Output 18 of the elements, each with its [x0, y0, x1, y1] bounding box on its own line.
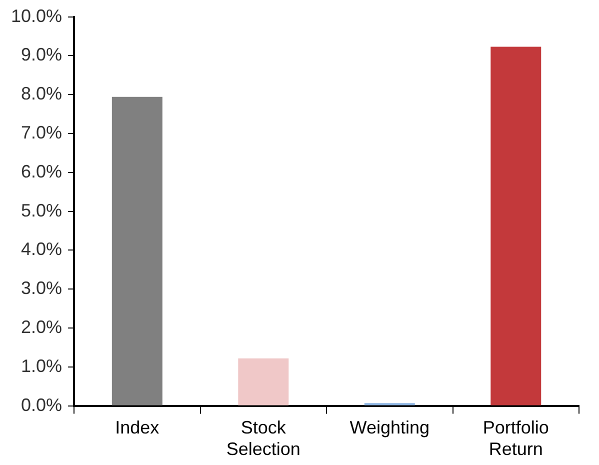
y-tick-label: 10.0%	[10, 6, 62, 26]
y-tick-label: 9.0%	[21, 44, 62, 65]
x-tick-label: Index	[115, 418, 160, 438]
y-tick-label: 0.0%	[21, 394, 62, 415]
y-tick-label: 7.0%	[21, 122, 62, 142]
y-tick-label: 4.0%	[21, 239, 62, 260]
y-tick-label: 2.0%	[21, 316, 62, 337]
y-tick-label: 5.0%	[21, 200, 62, 220]
x-tick-label: Stock Selection	[226, 418, 300, 460]
y-tick-label: 3.0%	[21, 278, 62, 298]
bar	[490, 46, 542, 406]
x-tick-label: Weighting	[350, 418, 430, 438]
y-tick-label: 6.0%	[21, 161, 62, 182]
bar	[112, 96, 162, 406]
x-tick-label: Portfolio Return	[482, 418, 549, 460]
y-tick-label: 1.0%	[21, 356, 62, 376]
y-tick-label: 8.0%	[21, 84, 62, 104]
bar	[238, 358, 289, 406]
